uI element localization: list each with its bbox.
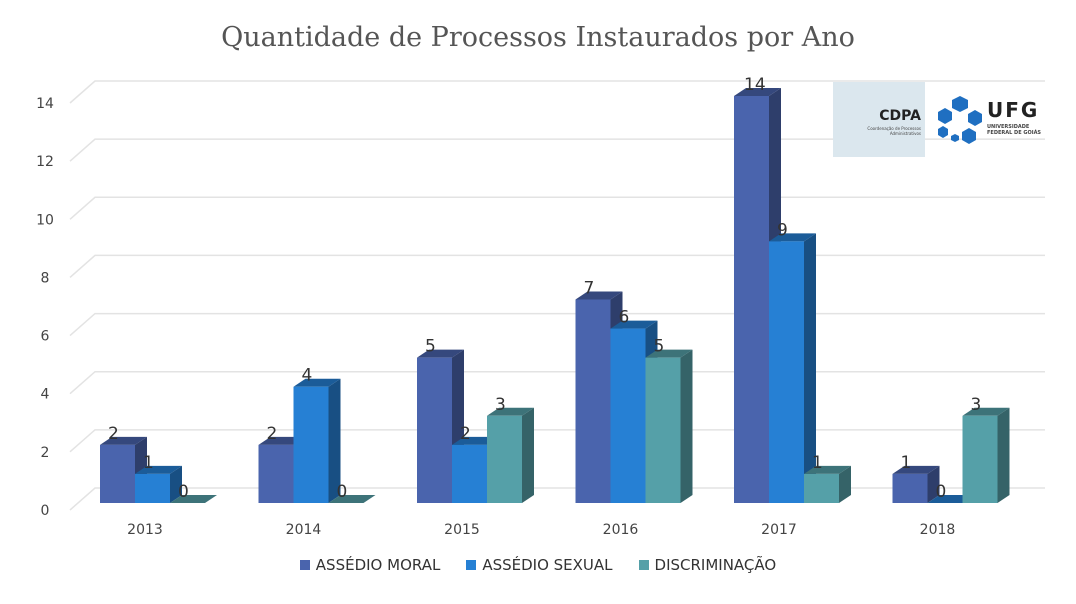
legend-label: ASSÉDIO SEXUAL [482,556,613,574]
bar [575,299,611,503]
gridline [69,429,1045,453]
y-tick-label: 12 [36,154,54,170]
gridline [69,80,1045,104]
x-tick-label: 2017 [761,522,797,538]
bar [610,328,646,503]
bar-top [293,378,341,387]
legend-label: ASSÉDIO MORAL [315,556,441,574]
bar-top [328,495,376,503]
bar-top [645,349,693,358]
bar-top [734,88,781,96]
y-tick-label: 2 [41,445,50,461]
y-tick-label: 8 [41,270,50,286]
data-label: 2 [460,424,471,444]
bar [135,473,170,503]
data-label: 0 [178,482,189,502]
y-tick-label: 10 [36,212,54,228]
x-tick-label: 2013 [127,522,163,538]
y-tick-label: 0 [41,503,50,519]
bar [645,357,681,503]
bar [734,96,769,503]
data-label: 9 [777,220,788,240]
bar-top [769,233,816,242]
y-tick-label: 14 [36,96,54,112]
bar [769,241,804,503]
data-label: 1 [812,453,823,473]
bar [293,386,329,503]
bar [452,444,487,503]
data-label: 0 [337,482,348,502]
legend-item-sexual: ASSÉDIO SEXUAL [466,556,613,574]
data-label: 5 [425,337,436,357]
ufg-logo: UFG UNIVERSIDADE FEDERAL DE GOIÁS [935,94,1045,149]
cdpa-logo: CDPA Coordenação de Processos Administra… [833,82,925,157]
data-label: 0 [936,482,947,502]
bar-side [522,407,534,503]
bar [962,415,998,503]
data-label: 6 [619,308,630,328]
bar-side [839,465,851,503]
bar-side [927,465,940,503]
y-tick-label: 6 [41,329,50,345]
bar [804,473,839,503]
ufg-logo-text: UFG [987,98,1040,122]
data-label: 7 [584,279,595,299]
bar-top [575,291,623,300]
chart-title: Quantidade de Processos Instaurados por … [221,22,855,53]
bar-top [804,465,851,474]
gridline [69,138,1045,162]
bar-top [892,465,940,474]
ufg-logo-subtitle: UNIVERSIDADE FEDERAL DE GOIÁS [987,124,1042,136]
gridline [69,487,1045,511]
bar-side [997,407,1010,503]
legend-swatch [299,560,310,570]
legend-swatch [638,560,649,570]
data-label: 1 [901,453,912,473]
bar-top [135,465,182,474]
gridline [69,370,1045,395]
bar [417,357,452,503]
cdpa-logo-text: CDPA [879,108,921,124]
data-label: 14 [744,75,766,95]
bar [100,444,135,503]
legend-item-discriminacao: DISCRIMINAÇÃO [638,556,777,574]
bar [892,473,928,503]
x-tick-label: 2016 [603,522,639,538]
gridline [69,312,1045,337]
bar-side [680,349,693,503]
bar-top [962,407,1010,416]
bar-top [170,495,217,503]
bar-top [610,320,658,329]
bar [258,444,294,503]
legend: ASSÉDIO MORAL ASSÉDIO SEXUAL DISCRIMINAÇ… [0,556,1076,574]
bar-side [804,233,816,503]
bar-side [328,378,341,503]
gridline [69,254,1045,278]
bar-top [487,407,534,416]
bar-top [417,349,464,358]
data-label: 1 [143,453,154,473]
data-label: 4 [302,366,313,386]
data-label: 3 [495,395,506,415]
data-label: 5 [654,337,665,357]
cdpa-logo-subtitle: Coordenação de Processos Administrativos [867,126,921,136]
data-label: 2 [108,424,119,444]
legend-label: DISCRIMINAÇÃO [654,556,777,574]
data-label: 3 [971,395,982,415]
legend-item-moral: ASSÉDIO MORAL [299,556,441,574]
bar-side [170,465,182,503]
legend-swatch [466,560,477,570]
gridline [69,196,1045,220]
bar [487,415,522,503]
x-tick-label: 2015 [444,522,480,538]
ufg-hexagon-icon [938,96,982,144]
y-tick-label: 4 [41,387,50,403]
x-tick-label: 2018 [920,522,956,538]
data-label: 2 [267,424,278,444]
x-tick-label: 2014 [286,522,322,538]
bar-top [100,436,147,445]
